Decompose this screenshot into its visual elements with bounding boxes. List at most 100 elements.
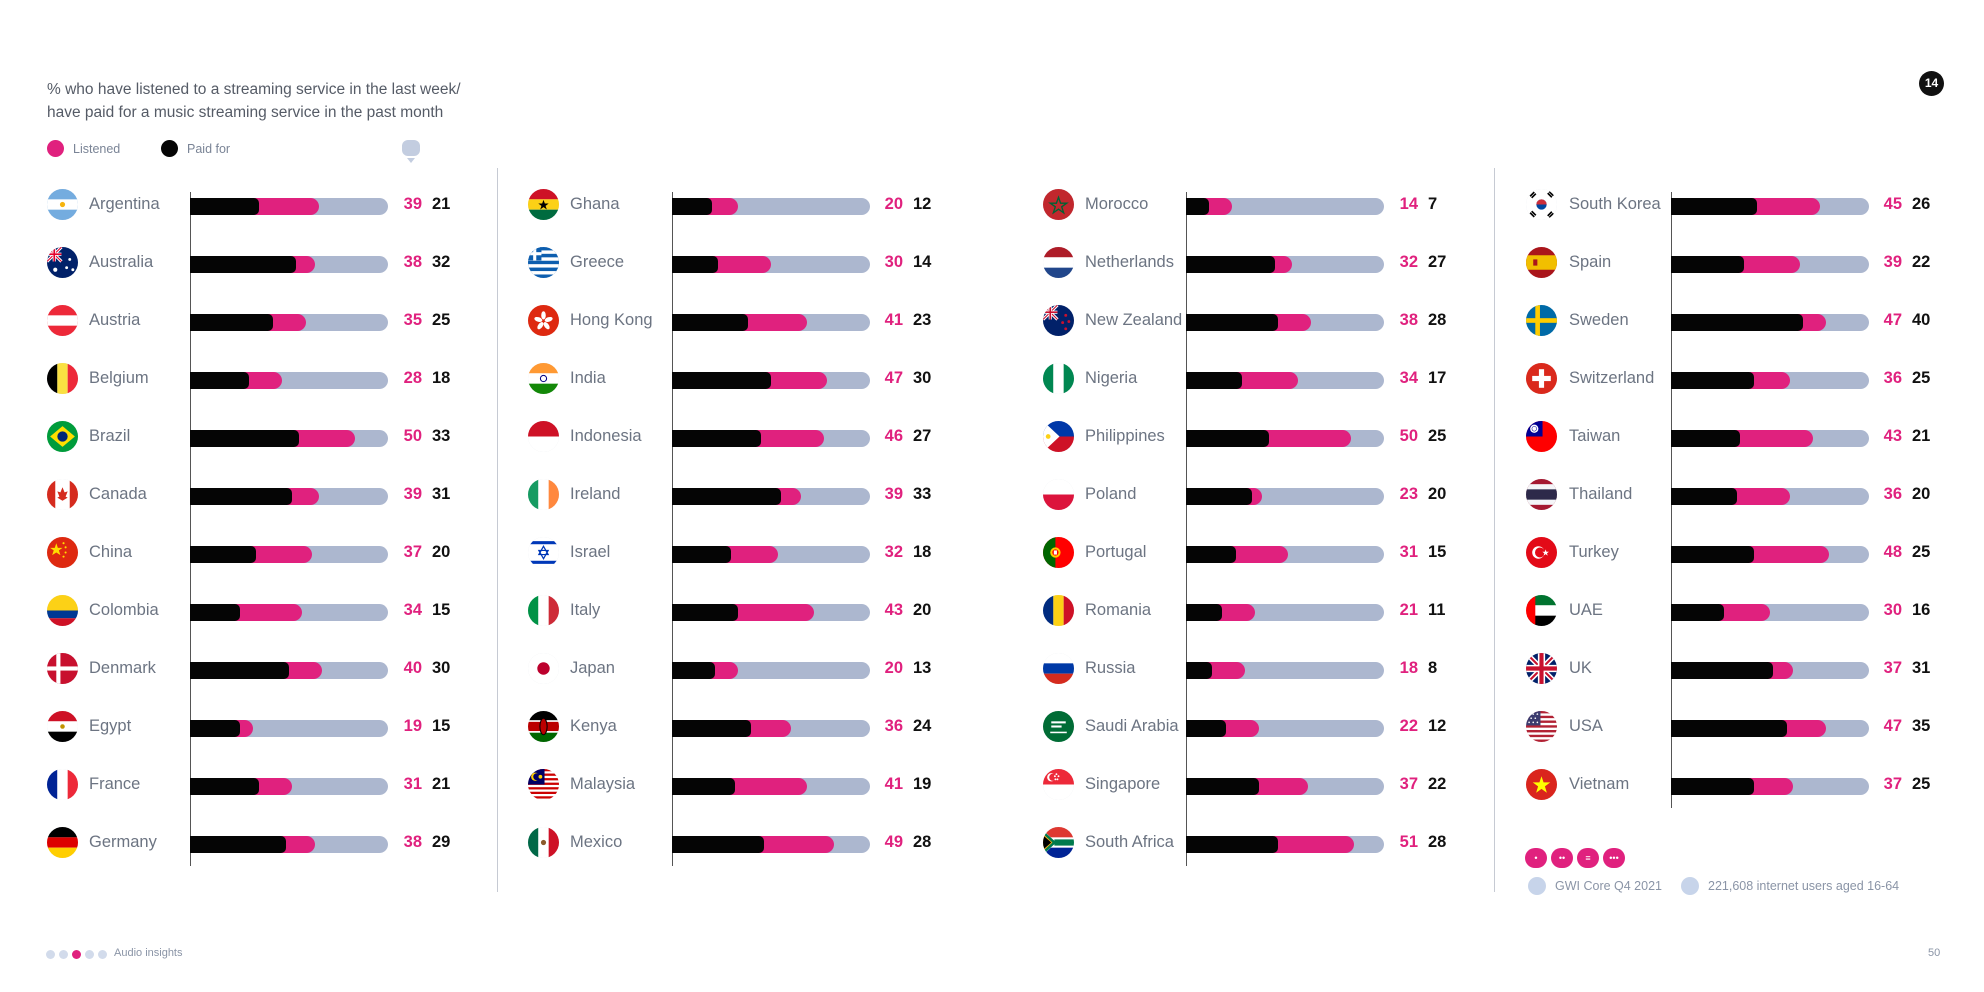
value-paid: 30 bbox=[913, 369, 932, 387]
country-label: Greece bbox=[570, 253, 625, 271]
country-label: Mexico bbox=[570, 833, 623, 851]
argentina-flag-icon bbox=[47, 189, 78, 220]
india-flag-icon bbox=[528, 363, 559, 394]
country-row-china: China 37 20 bbox=[0, 524, 1984, 580]
bar-track bbox=[190, 546, 388, 563]
bar-track bbox=[1671, 720, 1869, 737]
value-paid: 28 bbox=[1428, 311, 1447, 329]
value-listened: 20 bbox=[884, 195, 903, 213]
value-listened: 45 bbox=[1883, 195, 1902, 213]
australia-flag-icon bbox=[47, 247, 78, 278]
value-paid: 21 bbox=[1912, 427, 1931, 445]
section-dot[interactable] bbox=[46, 950, 55, 959]
malaysia-flag-icon bbox=[528, 769, 559, 800]
country-label: Taiwan bbox=[1569, 427, 1621, 445]
bar-paid-japan bbox=[672, 662, 715, 679]
bar-paid-usa bbox=[1671, 720, 1787, 737]
germany-flag-icon bbox=[47, 827, 78, 858]
page-badge: 14 bbox=[1919, 71, 1944, 96]
section-dot[interactable] bbox=[85, 950, 94, 959]
value-listened: 43 bbox=[1883, 427, 1902, 445]
country-row-denmark: Denmark 40 30 bbox=[0, 640, 1984, 696]
value-listened: 36 bbox=[884, 717, 903, 735]
value-paid: 19 bbox=[913, 775, 932, 793]
value-paid: 13 bbox=[913, 659, 932, 677]
value-paid: 20 bbox=[913, 601, 932, 619]
country-label: Russia bbox=[1085, 659, 1136, 677]
country-row-russia: Russia 18 8 bbox=[0, 640, 1984, 696]
country-label: Thailand bbox=[1569, 485, 1633, 503]
value-listened: 47 bbox=[1883, 717, 1902, 735]
country-label: Argentina bbox=[89, 195, 160, 213]
bar-paid-belgium bbox=[190, 372, 250, 389]
chart-title-line-1: % who have listened to a streaming servi… bbox=[47, 81, 461, 98]
sample-icon bbox=[1681, 877, 1699, 895]
bar-paid-ireland bbox=[672, 488, 781, 505]
value-listened: 37 bbox=[403, 543, 422, 561]
section-dot-active[interactable] bbox=[72, 950, 81, 959]
thailand-flag-icon bbox=[1526, 479, 1557, 510]
country-label: Japan bbox=[570, 659, 615, 677]
bar-track bbox=[190, 372, 388, 389]
country-label: UAE bbox=[1569, 601, 1603, 619]
bar-paid-new-zealand bbox=[1186, 314, 1279, 331]
country-label: Netherlands bbox=[1085, 253, 1174, 271]
bar-paid-russia bbox=[1186, 662, 1213, 679]
nigeria-flag-icon bbox=[1043, 363, 1074, 394]
country-label: India bbox=[570, 369, 606, 387]
country-label: Brazil bbox=[89, 427, 131, 445]
country-row-thailand: Thailand 36 20 bbox=[0, 466, 1984, 522]
bar-paid-thailand bbox=[1671, 488, 1737, 505]
canada-flag-icon bbox=[47, 479, 78, 510]
country-row-belgium: Belgium 28 18 bbox=[0, 350, 1984, 406]
legend-label-paid: Paid for bbox=[187, 141, 231, 156]
bar-track bbox=[1671, 198, 1869, 215]
uae-flag-icon bbox=[1526, 595, 1557, 626]
country-row-japan: Japan 20 13 bbox=[0, 640, 1984, 696]
value-paid: 25 bbox=[1912, 369, 1931, 387]
value-listened: 47 bbox=[1883, 311, 1902, 329]
value-paid: 21 bbox=[432, 775, 451, 793]
value-axis-column-3 bbox=[1186, 192, 1187, 866]
country-row-morocco: Morocco 14 7 bbox=[0, 176, 1984, 232]
legend-item-paid: Paid for bbox=[161, 140, 230, 157]
bar-paid-saudi-arabia bbox=[1186, 720, 1226, 737]
bar-paid-indonesia bbox=[672, 430, 762, 447]
value-paid: 22 bbox=[1428, 775, 1447, 793]
country-row-south-korea: South Korea 45 26 bbox=[0, 176, 1984, 232]
section-dot[interactable] bbox=[59, 950, 68, 959]
value-listened: 34 bbox=[403, 601, 422, 619]
country-label: Saudi Arabia bbox=[1085, 717, 1179, 735]
section-dot[interactable] bbox=[98, 950, 107, 959]
country-row-argentina: Argentina 39 21 bbox=[0, 176, 1984, 232]
country-row-uae: UAE 30 16 bbox=[0, 582, 1984, 638]
brazil-flag-icon bbox=[47, 421, 78, 452]
column-divider-1 bbox=[497, 168, 498, 892]
info-pin-icon[interactable] bbox=[402, 140, 420, 164]
source-pill-icon: ≡ bbox=[1577, 848, 1599, 868]
country-label: South Korea bbox=[1569, 195, 1661, 213]
bar-track bbox=[1671, 604, 1869, 621]
bar-track bbox=[1186, 546, 1384, 563]
country-row-germany: Germany 38 29 bbox=[0, 814, 1984, 870]
country-label: Singapore bbox=[1085, 775, 1161, 793]
spain-flag-icon bbox=[1526, 247, 1557, 278]
bar-track bbox=[672, 314, 870, 331]
country-row-colombia: Colombia 34 15 bbox=[0, 582, 1984, 638]
country-row-poland: Poland 23 20 bbox=[0, 466, 1984, 522]
value-listened: 36 bbox=[1883, 485, 1902, 503]
morocco-flag-icon bbox=[1043, 189, 1074, 220]
value-paid: 11 bbox=[1428, 601, 1446, 619]
netherlands-flag-icon bbox=[1043, 247, 1074, 278]
country-label: Kenya bbox=[570, 717, 617, 735]
value-listened: 37 bbox=[1883, 659, 1902, 677]
legend-swatch-paid bbox=[161, 140, 178, 157]
country-label: Italy bbox=[570, 601, 601, 619]
bar-paid-italy bbox=[672, 604, 738, 621]
value-paid: 12 bbox=[913, 195, 932, 213]
value-paid: 17 bbox=[1428, 369, 1447, 387]
bar-track bbox=[1671, 430, 1869, 447]
bar-track bbox=[1671, 314, 1869, 331]
value-listened: 38 bbox=[403, 833, 422, 851]
